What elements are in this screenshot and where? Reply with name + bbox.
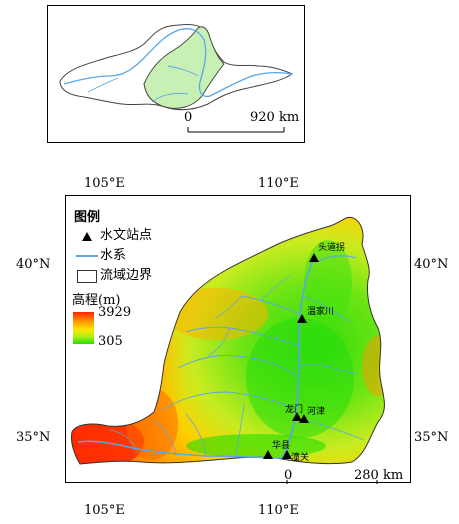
- station-huaxian-icon: [263, 450, 273, 459]
- bottom-tick-110: 110°E: [258, 503, 299, 518]
- right-tick-40: 40°N: [414, 257, 449, 272]
- triangle-icon: [74, 231, 100, 241]
- basin-boundary: [71, 216, 385, 465]
- elevation-min: 305: [98, 334, 123, 349]
- station-longmen-icon: [292, 412, 302, 421]
- legend-label-river: 水系: [100, 248, 127, 263]
- station-markers: [263, 253, 319, 459]
- station-label-longmen: 龙门: [285, 405, 304, 415]
- inset-map: [47, 5, 305, 143]
- legend-item-river: 水系: [74, 246, 152, 266]
- legend-item-boundary: 流域边界: [74, 266, 152, 286]
- inset-study-area: [143, 26, 225, 109]
- station-label-hejin: 河津: [307, 407, 326, 417]
- left-tick-35: 35°N: [16, 430, 51, 445]
- box-icon: [74, 269, 100, 283]
- main-map-frame: [65, 195, 411, 486]
- top-tick-110: 110°E: [258, 176, 299, 191]
- legend-item-station: 水文站点: [74, 226, 152, 246]
- station-hejin-icon: [299, 414, 309, 423]
- station-label-huaxian: 华县: [272, 441, 291, 451]
- station-wenjiachuan-icon: [297, 314, 307, 323]
- elevation-color-ramp: [73, 312, 94, 344]
- station-label-wenjiachuan: 温家川: [307, 307, 335, 317]
- inset-tributary: [87, 65, 199, 103]
- right-tick-35: 35°N: [414, 430, 449, 445]
- main-map-svg: [71, 216, 385, 486]
- elevation-max: 3929: [98, 305, 132, 320]
- line-icon: [74, 255, 100, 257]
- main-scale-end: 280 km: [354, 468, 404, 483]
- station-label-toudaoguai: 头道拐: [318, 243, 346, 253]
- inset-map-svg: [59, 23, 293, 133]
- inset-scale-end: 920 km: [250, 110, 300, 125]
- station-tongguan-icon: [282, 450, 292, 459]
- legend-title: 图例: [74, 210, 101, 225]
- river-network: [77, 255, 365, 459]
- legend-label-station: 水文站点: [100, 228, 153, 243]
- elevation-title: 高程(m): [72, 293, 121, 308]
- inset-scale-zero: 0: [184, 110, 193, 125]
- bottom-tick-105: 105°E: [84, 503, 125, 518]
- legend: 图例 水文站点 水系 流域边界: [74, 210, 152, 286]
- main-scale-zero: 0: [284, 468, 293, 483]
- left-tick-40: 40°N: [16, 257, 51, 272]
- station-label-tongguan: 潼关: [291, 453, 310, 463]
- legend-label-boundary: 流域边界: [100, 268, 153, 283]
- top-tick-105: 105°E: [84, 176, 125, 191]
- inset-main-river: [63, 28, 293, 98]
- station-toudaoguai-icon: [309, 253, 319, 262]
